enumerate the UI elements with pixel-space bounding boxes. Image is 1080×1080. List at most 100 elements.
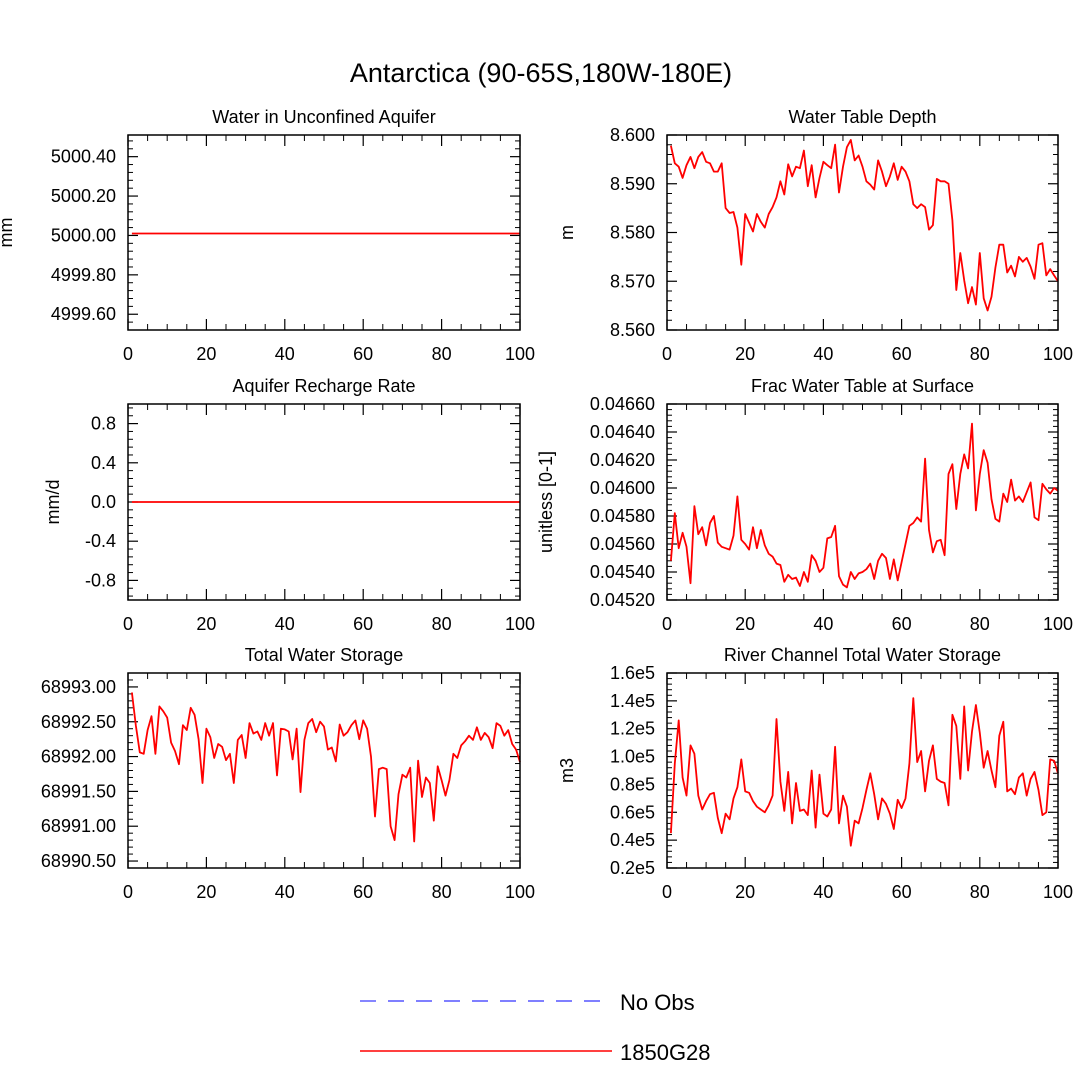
x-tick-label: 60 [892, 344, 912, 364]
y-tick-label: 5000.00 [51, 225, 116, 245]
y-tick-label: 5000.40 [51, 147, 116, 167]
y-tick-label: 68991.00 [41, 816, 116, 836]
x-tick-label: 20 [735, 344, 755, 364]
x-tick-label: 0 [123, 882, 133, 902]
y-tick-label: 68991.50 [41, 781, 116, 801]
plot-frame [127, 134, 521, 331]
panel-title: Water Table Depth [788, 107, 936, 127]
x-tick-label: 80 [432, 614, 452, 634]
plot-frame [666, 672, 1059, 869]
y-tick-label: -0.8 [85, 570, 116, 590]
x-tick-label: 100 [505, 882, 535, 902]
plot-frame [127, 403, 521, 601]
x-tick-label: 60 [892, 614, 912, 634]
y-tick-label: 0.4 [91, 453, 116, 473]
x-tick-label: 80 [970, 614, 990, 634]
x-tick-label: 80 [432, 344, 452, 364]
x-tick-label: 20 [735, 882, 755, 902]
x-tick-label: 40 [813, 344, 833, 364]
plot-frame [666, 134, 1059, 331]
panel-total-water-storage: Total Water Storagemm02040608010068990.5… [41, 645, 535, 902]
y-tick-label: 8.570 [610, 271, 655, 291]
x-tick-label: 20 [735, 614, 755, 634]
legend: No Obs 1850G28 [360, 990, 711, 1065]
legend-label-1850g28: 1850G28 [620, 1040, 711, 1065]
y-axis-label: unitless [0-1] [536, 451, 556, 553]
series-line-1850g28 [670, 138, 1059, 312]
y-tick-label: 5000.20 [51, 186, 116, 206]
y-tick-label: 0.2e5 [610, 858, 655, 878]
y-tick-label: 68992.00 [41, 747, 116, 767]
panel-title: Aquifer Recharge Rate [232, 376, 415, 396]
y-tick-label: 0.0 [91, 492, 116, 512]
x-tick-label: 0 [662, 614, 672, 634]
x-tick-label: 100 [1043, 344, 1073, 364]
y-tick-label: 1.6e5 [610, 663, 655, 683]
x-tick-label: 40 [813, 614, 833, 634]
y-tick-label: 4999.80 [51, 265, 116, 285]
panel-river-channel-total-water-storage: River Channel Total Water Storage m3 0 20 40… [557, 645, 1073, 902]
y-tick-label: 0.04620 [590, 450, 655, 470]
x-tick-label: 60 [892, 882, 912, 902]
panel-title: Water in Unconfined Aquifer [212, 107, 435, 127]
x-tick-label: 100 [505, 344, 535, 364]
series-line-1850g28 [670, 422, 1059, 589]
y-tick-label: 0.04560 [590, 534, 655, 554]
y-tick-label: 0.04520 [590, 590, 655, 610]
y-tick-label: 8.560 [610, 320, 655, 340]
x-tick-label: 60 [353, 882, 373, 902]
y-tick-label: 68990.50 [41, 851, 116, 871]
y-axis-label: m [557, 225, 577, 240]
x-tick-label: 80 [970, 882, 990, 902]
x-tick-label: 20 [196, 344, 216, 364]
x-tick-label: 60 [353, 614, 373, 634]
y-tick-label: 0.04600 [590, 478, 655, 498]
x-tick-label: 100 [1043, 614, 1073, 634]
y-tick-label: 0.6e5 [610, 802, 655, 822]
x-tick-label: 40 [275, 882, 295, 902]
y-axis-label: mm/d [43, 480, 63, 525]
x-tick-label: 80 [432, 882, 452, 902]
x-tick-label: 100 [505, 614, 535, 634]
y-tick-label: 0.8 [91, 414, 116, 434]
y-tick-label: 4999.60 [51, 304, 116, 324]
y-tick-label: 8.590 [610, 174, 655, 194]
y-tick-label: 8.600 [610, 125, 655, 145]
plot-frame [127, 672, 521, 869]
legend-label-no-obs: No Obs [620, 990, 695, 1015]
y-tick-label: 0.8e5 [610, 774, 655, 794]
x-tick-label: 20 [196, 614, 216, 634]
x-tick-label: 0 [123, 614, 133, 634]
x-tick-label: 0 [662, 344, 672, 364]
plot-frame [666, 403, 1059, 601]
y-tick-label: 0.4e5 [610, 830, 655, 850]
panel-title: Total Water Storage [245, 645, 403, 665]
x-tick-label: 0 [662, 882, 672, 902]
panel-title: River Channel Total Water Storage [724, 645, 1001, 665]
y-axis-label: mm [0, 218, 16, 248]
y-tick-label: 0.04540 [590, 562, 655, 582]
x-tick-label: 100 [1043, 882, 1073, 902]
x-tick-label: 40 [813, 882, 833, 902]
y-axis-label: m3 [557, 758, 577, 783]
x-tick-label: 40 [275, 614, 295, 634]
panel-title: Frac Water Table at Surface [751, 376, 974, 396]
series-line-1850g28 [670, 697, 1059, 847]
panel-frac-water-table-at-surface: Frac Water Table at Surface unitless [0-1… [536, 376, 1073, 634]
figure-title: Antarctica (90-65S,180W-180E) [350, 58, 732, 88]
x-tick-label: 0 [123, 344, 133, 364]
x-tick-label: 40 [275, 344, 295, 364]
series-line-1850g28 [131, 692, 521, 843]
y-tick-label: 0.04640 [590, 422, 655, 442]
x-tick-label: 60 [353, 344, 373, 364]
y-tick-label: 68993.00 [41, 677, 116, 697]
x-tick-label: 80 [970, 344, 990, 364]
y-tick-label: 8.580 [610, 223, 655, 243]
y-tick-label: 1.2e5 [610, 719, 655, 739]
y-tick-label: 0.04580 [590, 506, 655, 526]
y-tick-label: -0.4 [85, 531, 116, 551]
panel-aquifer-recharge-rate: Aquifer Recharge Rate mm/d 0 20 40 60 80 100 -0.… [43, 376, 535, 634]
panel-water-table-depth: Water Table Depth m 0 20 40 60 80 100 8.560 8.570… [557, 107, 1073, 364]
y-tick-label: 1.0e5 [610, 747, 655, 767]
